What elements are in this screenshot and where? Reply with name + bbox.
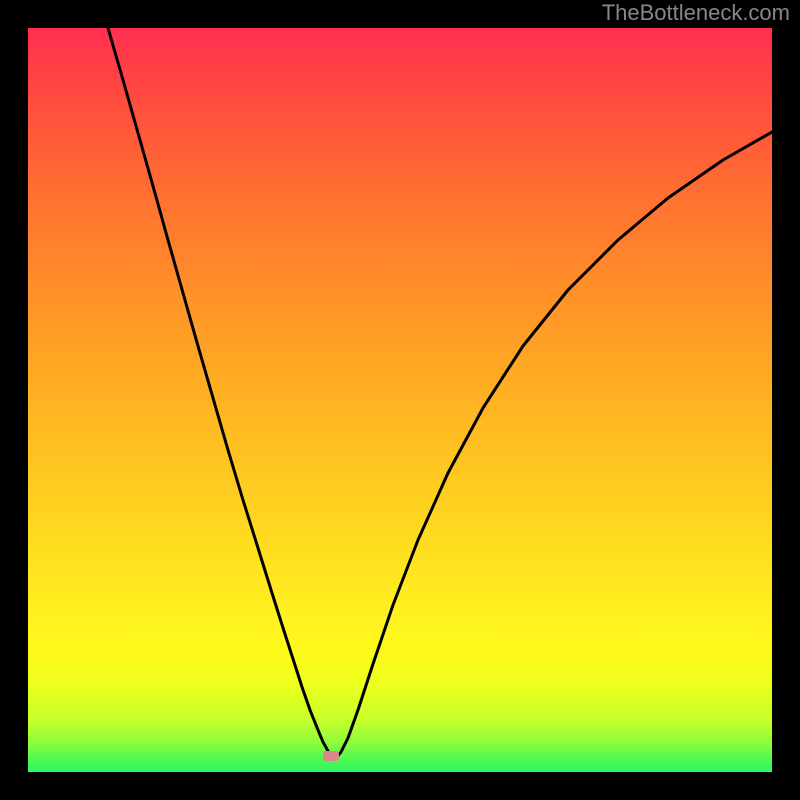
- watermark-text: TheBottleneck.com: [602, 0, 790, 26]
- bottleneck-curve: [28, 28, 772, 772]
- plot-area: [28, 28, 772, 772]
- minimum-marker: [323, 751, 339, 761]
